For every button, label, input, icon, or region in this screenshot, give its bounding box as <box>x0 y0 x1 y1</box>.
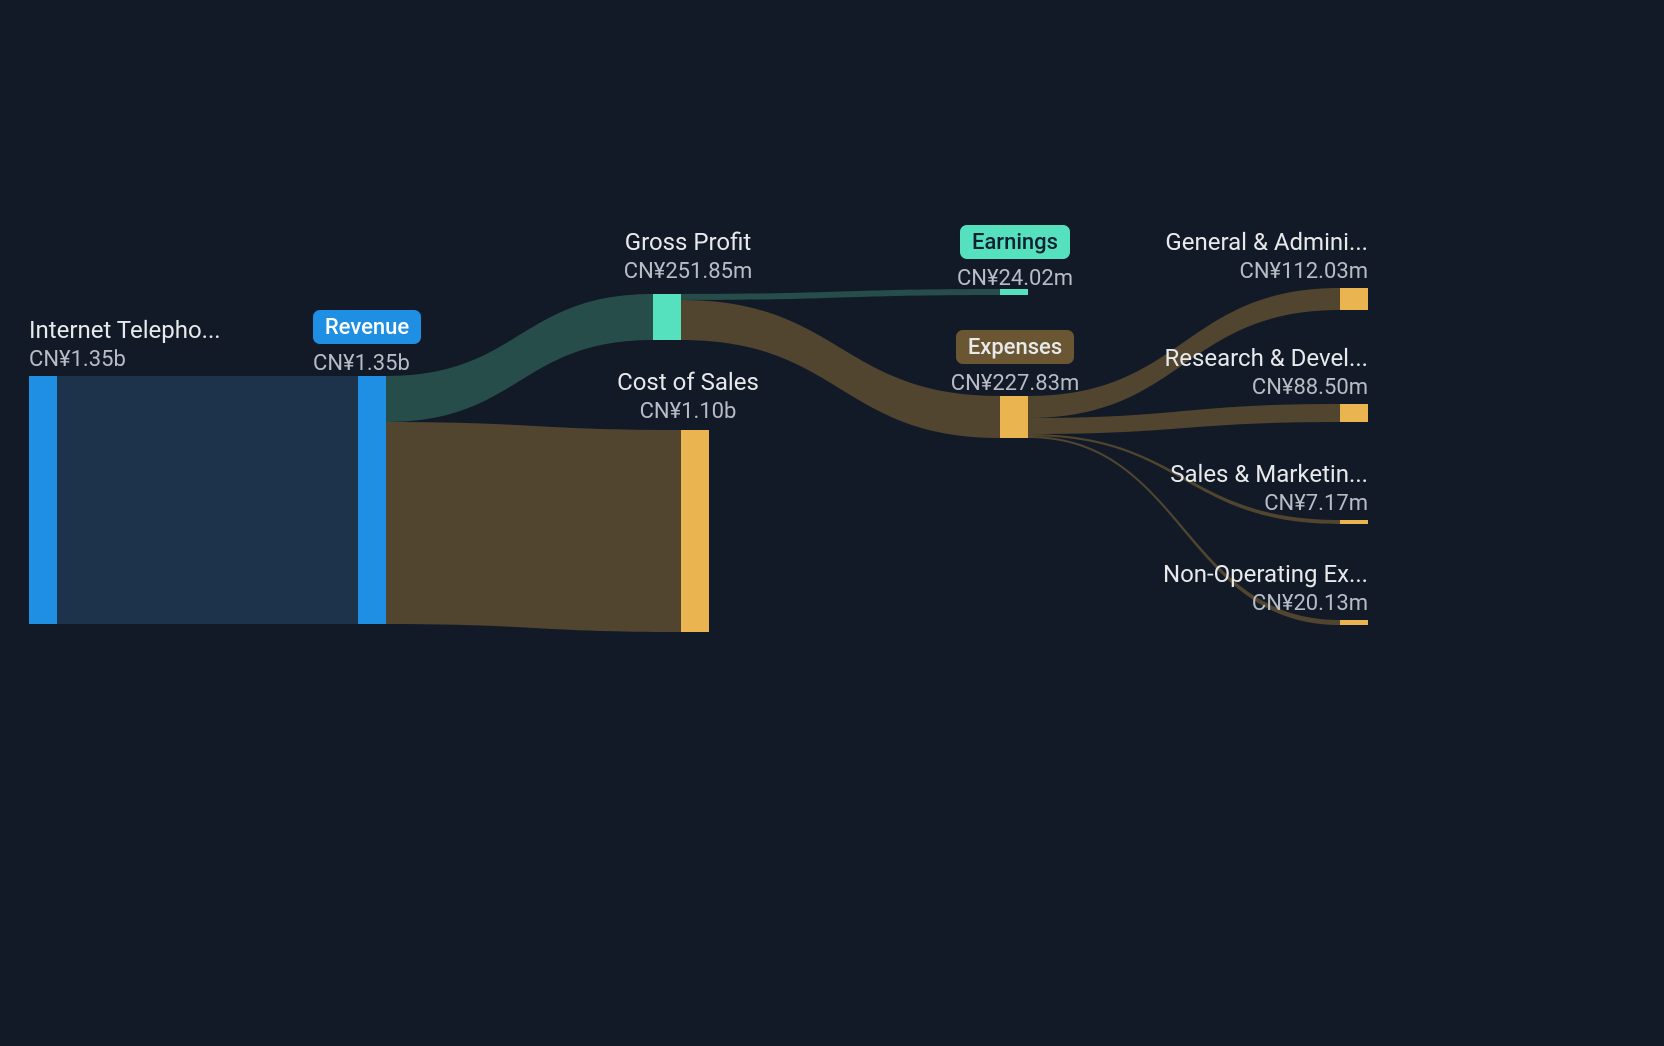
node-value-expenses: CN¥227.83m <box>951 371 1080 396</box>
node-label-revenue: Revenue <box>325 315 410 340</box>
sankey-node-general_admin[interactable] <box>1340 288 1368 310</box>
node-value-internet_telephony: CN¥1.35b <box>29 347 126 372</box>
node-value-gross_profit: CN¥251.85m <box>624 259 753 284</box>
node-label-expenses: Expenses <box>968 335 1062 360</box>
sankey-node-expenses[interactable] <box>1000 396 1028 438</box>
node-label-sales_marketing: Sales & Marketin... <box>1170 460 1368 488</box>
sankey-node-cost_of_sales[interactable] <box>681 430 709 632</box>
node-value-cost_of_sales: CN¥1.10b <box>640 399 737 424</box>
sankey-node-internet_telephony[interactable] <box>29 376 57 624</box>
node-value-revenue: CN¥1.35b <box>313 351 410 376</box>
node-value-earnings: CN¥24.02m <box>957 266 1073 291</box>
sankey-link <box>386 294 653 422</box>
sankey-link <box>681 289 1000 300</box>
sankey-link <box>57 376 358 624</box>
node-value-general_admin: CN¥112.03m <box>1240 259 1369 284</box>
node-label-internet_telephony: Internet Telepho... <box>29 316 221 344</box>
node-value-research_dev: CN¥88.50m <box>1252 375 1368 400</box>
sankey-node-gross_profit[interactable] <box>653 294 681 340</box>
sankey-node-revenue[interactable] <box>358 376 386 624</box>
sankey-link <box>386 422 681 632</box>
sankey-node-sales_marketing[interactable] <box>1340 520 1368 524</box>
node-value-non_operating: CN¥20.13m <box>1252 591 1368 616</box>
node-label-earnings: Earnings <box>972 230 1058 255</box>
node-label-gross_profit: Gross Profit <box>625 228 752 256</box>
node-label-non_operating: Non-Operating Ex... <box>1163 560 1368 588</box>
sankey-node-non_operating[interactable] <box>1340 620 1368 625</box>
node-label-general_admin: General & Admini... <box>1165 228 1368 256</box>
node-label-cost_of_sales: Cost of Sales <box>617 368 759 396</box>
sankey-chart: Internet Telepho... CN¥1.35b Revenue CN¥1.3… <box>0 0 1664 1046</box>
node-label-research_dev: Research & Devel... <box>1164 344 1368 372</box>
sankey-node-research_dev[interactable] <box>1340 404 1368 422</box>
node-value-sales_marketing: CN¥7.17m <box>1264 491 1368 516</box>
